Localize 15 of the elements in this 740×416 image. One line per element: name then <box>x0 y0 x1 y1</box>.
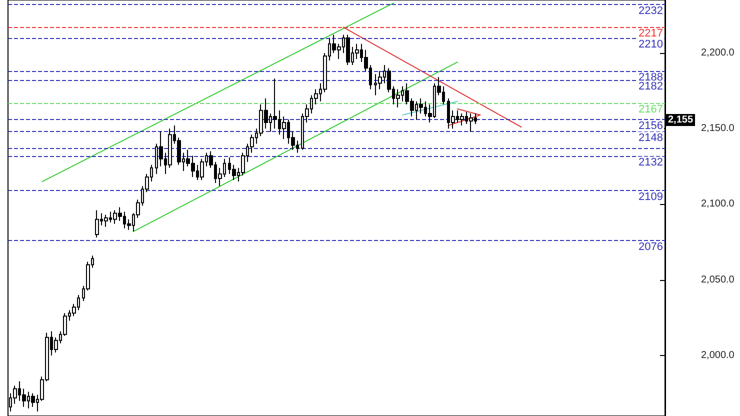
ref-line-label: 2217 <box>638 28 663 40</box>
ref-line-label: 2132 <box>638 156 663 168</box>
annotation: 2,155 <box>668 114 694 126</box>
ref-line-label: 2148 <box>638 132 663 144</box>
ref-line-label: 2109 <box>638 191 663 204</box>
y-tick-label: 2,000.0 <box>701 350 735 361</box>
ref-line-label: 2232 <box>638 5 663 18</box>
ref-line-label: 2167 <box>638 103 663 116</box>
y-tick-label: 2,100.0 <box>701 198 735 210</box>
y-tick-label: 2,200.0 <box>701 47 735 58</box>
y-tick-label: 2,150.0 <box>701 123 735 134</box>
y-tick-label: 2,050.0 <box>701 274 735 286</box>
ref-line-label: 2210 <box>638 38 663 50</box>
ref-line-label: 2156 <box>638 120 663 132</box>
ref-line-label: 2076 <box>638 241 663 254</box>
